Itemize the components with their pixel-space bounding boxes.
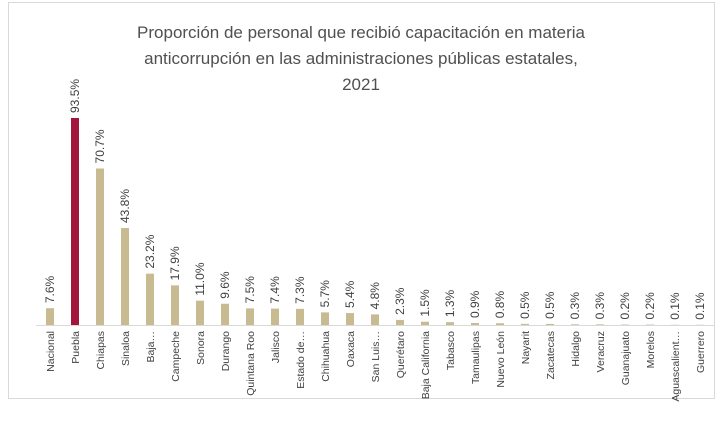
chart-title: anticorrupción en las administraciones p… — [144, 49, 578, 68]
value-label: 7.3% — [293, 276, 307, 304]
value-label: 0.9% — [468, 290, 482, 318]
category-label: Guerrero — [695, 331, 707, 373]
category-label: Durango — [220, 331, 232, 371]
value-label: 4.8% — [368, 282, 382, 310]
value-label: 0.2% — [618, 292, 632, 320]
bar — [146, 273, 154, 325]
bar — [371, 314, 379, 325]
bar — [496, 323, 504, 325]
category-label: Nuevo León — [495, 331, 507, 388]
bar — [271, 308, 279, 325]
value-label: 2.3% — [393, 287, 407, 315]
chart-title: 2021 — [342, 75, 380, 94]
bar — [421, 321, 429, 325]
value-label: 11.0% — [193, 262, 207, 295]
category-label: Estado de… — [295, 331, 307, 389]
bar — [596, 324, 604, 325]
value-label: 0.5% — [518, 291, 532, 319]
bar — [121, 228, 129, 325]
value-label: 9.6% — [218, 271, 232, 299]
value-label: 7.6% — [43, 275, 57, 303]
value-label: 7.5% — [243, 276, 257, 304]
value-label: 0.1% — [668, 292, 682, 320]
bar — [171, 285, 179, 325]
bar — [471, 323, 479, 325]
bar — [446, 322, 454, 325]
category-label: Querétaro — [395, 331, 407, 378]
value-label: 0.3% — [593, 292, 607, 320]
category-label: Tamaulipas — [470, 331, 482, 384]
bar — [296, 308, 304, 325]
chart-title: Proporción de personal que recibió capac… — [137, 23, 585, 42]
category-label: Aguascalient… — [670, 331, 682, 402]
value-label: 5.7% — [318, 280, 332, 308]
value-label: 0.3% — [568, 292, 582, 320]
bar — [71, 117, 79, 325]
category-label: Chihuahua — [320, 331, 332, 382]
category-label: Campeche — [170, 331, 182, 382]
bar — [196, 300, 204, 325]
category-label: Puebla — [70, 331, 82, 364]
category-label: Oaxaca — [345, 331, 357, 367]
category-label: Zacatecas — [545, 331, 557, 379]
value-label: 5.4% — [343, 280, 357, 308]
value-label: 1.3% — [443, 289, 457, 317]
value-label: 0.8% — [493, 291, 507, 319]
value-label: 17.9% — [168, 246, 182, 280]
category-label: Morelos — [645, 331, 657, 368]
bar — [396, 319, 404, 325]
bar — [521, 323, 529, 325]
category-label: Jalisco — [270, 331, 282, 363]
category-label: Nayarit — [520, 331, 532, 364]
bar — [246, 308, 254, 325]
category-label: Hidalgo — [570, 331, 582, 367]
bar — [46, 308, 54, 325]
value-label: 1.5% — [418, 289, 432, 317]
chart-frame — [8, 2, 715, 399]
value-label: 93.5% — [68, 79, 82, 113]
value-label: 43.8% — [118, 189, 132, 223]
category-label: Baja California — [420, 331, 432, 399]
value-label: 23.2% — [143, 234, 157, 268]
category-label: Tabasco — [445, 331, 457, 370]
bar — [571, 324, 579, 325]
value-label: 70.7% — [93, 129, 107, 163]
value-label: 7.4% — [268, 276, 282, 304]
category-label: Guanajuato — [620, 331, 632, 385]
value-label: 0.2% — [643, 292, 657, 320]
category-label: Sinaloa — [120, 331, 132, 366]
category-label: Veracruz — [595, 331, 607, 372]
category-label: Chiapas — [95, 331, 107, 370]
value-label: 0.5% — [543, 291, 557, 319]
category-label: Nacional — [45, 331, 57, 372]
bar — [96, 168, 104, 325]
category-label: Quintana Roo — [245, 331, 257, 396]
category-label: San Luis… — [370, 331, 382, 382]
bar — [221, 303, 229, 325]
bar — [546, 323, 554, 325]
bar — [346, 313, 354, 325]
value-label: 0.1% — [693, 292, 707, 320]
category-label: Sonora — [195, 331, 207, 365]
bar — [321, 312, 329, 325]
category-label: Baja… — [145, 331, 157, 363]
